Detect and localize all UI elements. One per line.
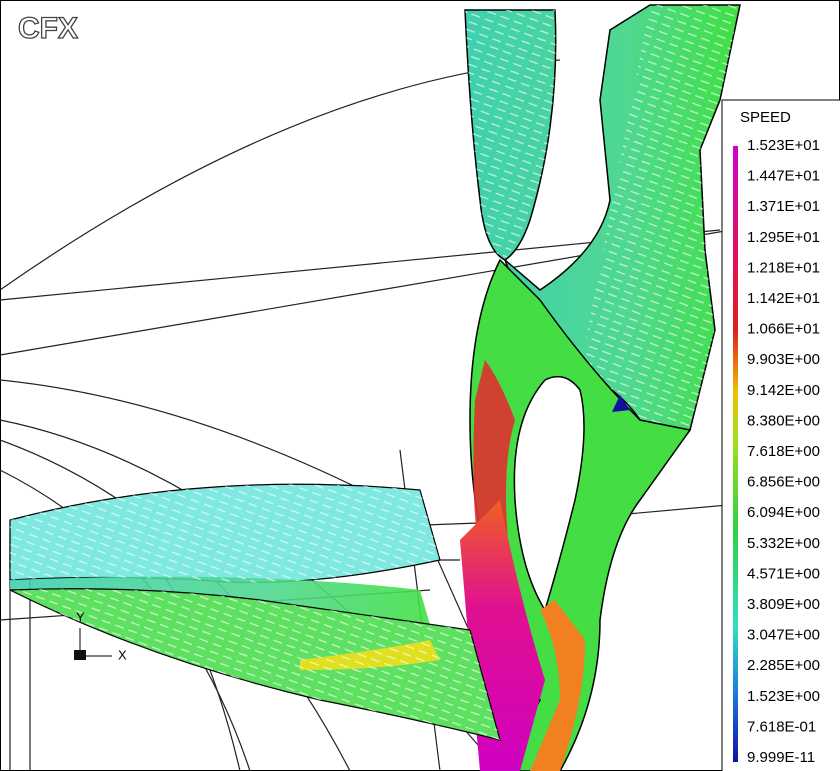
- axis-label-x: X: [118, 647, 127, 662]
- legend-label: 1.066E+01: [747, 321, 820, 338]
- legend-label: 4.571E+00: [747, 565, 820, 582]
- triad-origin: [74, 650, 86, 660]
- legend-label: 1.142E+01: [747, 290, 820, 307]
- legend-label: 1.523E+00: [747, 688, 820, 705]
- logo: CFX: [18, 12, 78, 45]
- legend-label: 9.999E-11: [747, 749, 815, 766]
- legend-label: 7.618E-01: [747, 718, 816, 735]
- legend-label: 6.856E+00: [747, 474, 820, 491]
- legend-label: 2.285E+00: [747, 657, 820, 674]
- legend-label: 7.618E+00: [747, 443, 820, 460]
- legend-label: 3.809E+00: [747, 596, 820, 613]
- viewport: CFX Y X SPEED 1.523E+01 1.447E+01 1.371E+0…: [0, 0, 840, 771]
- legend-label: 1.523E+01: [747, 137, 820, 154]
- legend-labels: 1.523E+01 1.447E+01 1.371E+01 1.295E+01 1.21…: [747, 137, 820, 766]
- legend-label: 8.380E+00: [747, 412, 820, 429]
- legend-label: 5.332E+00: [747, 535, 820, 552]
- legend-label: 3.047E+00: [747, 627, 820, 644]
- axis-label-y: Y: [76, 609, 85, 624]
- legend-label: 1.218E+01: [747, 259, 820, 276]
- legend-label: 1.371E+01: [747, 198, 820, 215]
- color-bar: [733, 146, 738, 762]
- legend-label: 9.142E+00: [747, 382, 820, 399]
- legend-label: 9.903E+00: [747, 351, 820, 368]
- legend-title: SPEED: [740, 109, 791, 126]
- legend-label: 6.094E+00: [747, 504, 820, 521]
- legend-label: 1.295E+01: [747, 229, 820, 246]
- cfx-scene: CFX Y X SPEED 1.523E+01 1.447E+01 1.371E+0…: [0, 0, 840, 771]
- legend-label: 1.447E+01: [747, 168, 820, 185]
